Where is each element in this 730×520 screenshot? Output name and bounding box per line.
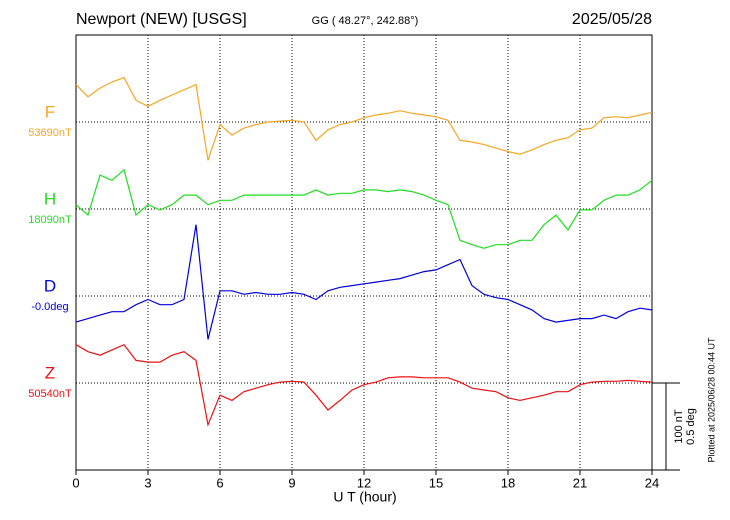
series-name: H	[44, 189, 56, 208]
scale-label: 0.5 deg	[685, 408, 697, 445]
x-tick-label: 24	[645, 475, 659, 490]
baseline-label: 53690nT	[28, 127, 72, 139]
x-tick-label: 15	[429, 475, 443, 490]
x-tick-label: 12	[357, 475, 371, 490]
x-tick-label: 9	[288, 475, 295, 490]
x-tick-label: 3	[144, 475, 151, 490]
scale-label: 100 nT	[673, 409, 685, 444]
x-tick-label: 0	[72, 475, 79, 490]
series-name: F	[45, 102, 55, 121]
series-line	[75, 224, 653, 340]
series-name: D	[44, 276, 56, 295]
x-axis-label: U T (hour)	[333, 489, 396, 505]
baseline-label: 50540nT	[28, 388, 72, 400]
baseline-label: -0.0deg	[31, 301, 68, 313]
chart-title: Newport (NEW) [USGS]	[76, 11, 247, 28]
baseline-label: 18090nT	[28, 214, 72, 226]
series-name: Z	[45, 363, 55, 382]
chart-subtitle: GG ( 48.27°, 242.88°)	[312, 15, 419, 27]
x-tick-label: 6	[216, 475, 223, 490]
x-tick-label: 21	[573, 475, 587, 490]
chart-date: 2025/05/28	[572, 11, 652, 28]
plot-note: Plotted at 2025/06/28 00:44 UT	[706, 337, 716, 463]
series-line	[75, 168, 653, 249]
series-line	[75, 343, 653, 427]
series-line	[75, 76, 653, 161]
x-tick-label: 18	[501, 475, 515, 490]
